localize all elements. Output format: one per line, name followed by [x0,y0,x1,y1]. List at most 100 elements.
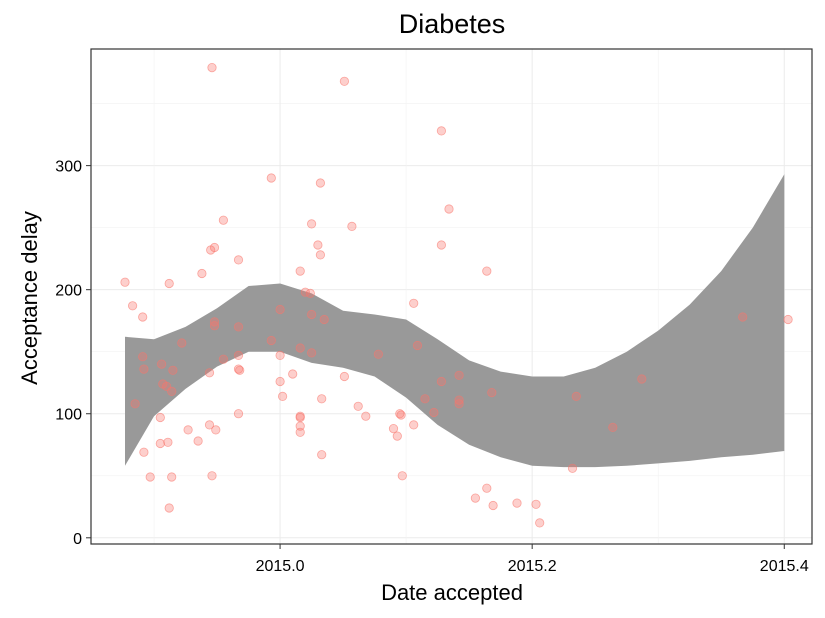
data-point [637,374,647,384]
data-point [313,240,323,250]
data-point [306,348,317,358]
data-point [531,499,541,509]
data-point [128,301,138,311]
data-point [145,472,155,482]
smooth-confidence-band [125,174,785,468]
x-tick-label: 2015.2 [508,558,557,575]
data-point [361,411,371,421]
data-point [295,421,305,431]
data-point [295,427,305,437]
plot-border [90,48,813,545]
data-point [487,387,497,398]
data-point [571,391,581,401]
x-tick-label: 2015.4 [760,558,809,575]
data-point [317,450,327,460]
data-point [409,420,419,430]
data-point [164,278,174,289]
x-tick-label: 2015.0 [256,558,305,575]
data-point [155,438,165,449]
data-point [218,215,228,225]
data-point [470,493,480,503]
data-point [339,371,349,382]
data-point [164,503,174,513]
data-point [211,425,221,435]
data-point [567,463,578,473]
data-point [608,422,618,432]
data-point [436,376,446,387]
data-point [138,312,148,322]
data-point [235,365,245,375]
data-point [277,391,288,401]
data-point [306,309,317,320]
data-point [177,338,187,348]
data-point [275,350,285,360]
data-point [353,401,363,411]
data-point [305,288,315,298]
y-tick-label: 0 [73,531,82,548]
data-point [275,304,285,315]
y-tick-label: 300 [55,159,82,176]
data-point [266,173,276,183]
data-point [139,447,149,457]
data-point [168,365,178,375]
data-point [512,498,522,508]
data-point [207,471,217,481]
data-point [436,240,446,250]
data-point [347,221,357,231]
data-point [233,255,244,265]
data-point [193,436,203,446]
data-point [204,420,215,430]
data-point [197,268,207,279]
data-point [209,321,220,331]
data-point [412,340,423,351]
data-point [163,437,173,447]
data-point [167,386,177,396]
data-point [482,483,492,493]
data-point [295,266,305,276]
y-tick-label: 100 [55,407,82,424]
data-point [319,314,329,325]
data-point [130,399,140,409]
data-point [395,409,405,419]
data-point [392,431,402,441]
data-point [373,349,383,359]
y-axis-ticks: 0 100 200 300 [55,159,91,548]
data-point [436,126,446,136]
data-point [233,364,244,374]
data-point [275,376,285,387]
data-point [738,312,748,322]
data-point [288,369,298,379]
data-point [295,412,305,423]
data-point [429,407,439,418]
data-point [315,178,325,188]
data-point [783,314,793,325]
data-point [183,425,193,435]
data-point [295,343,305,353]
data-point [317,394,327,404]
data-point [315,250,325,260]
data-point [420,394,430,404]
y-axis-label: Acceptance delay [17,211,42,385]
y-tick-label: 200 [55,283,82,300]
confidence-band [125,174,785,468]
data-point [139,364,149,374]
data-point [388,423,399,434]
data-point [488,500,498,511]
data-point [204,368,215,378]
data-point [155,412,165,423]
data-point [167,472,177,482]
data-point [339,76,349,86]
data-point [482,266,492,276]
data-point [209,242,220,253]
data-point [444,204,454,214]
data-point [396,410,406,420]
data-point [266,335,276,346]
data-point [397,471,407,481]
data-point [120,277,130,287]
x-axis-label: Date accepted [381,580,523,605]
x-axis-ticks: 2015.0 2015.2 2015.4 [256,544,809,575]
data-point [233,350,244,360]
data-point [454,399,464,409]
data-points [120,62,793,528]
